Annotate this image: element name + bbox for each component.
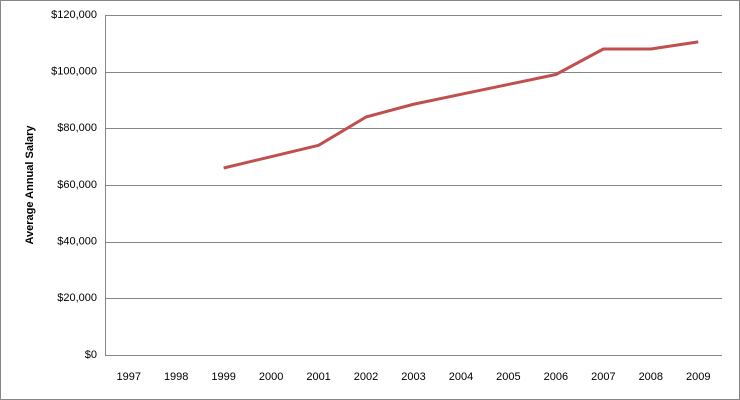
x-tick-label: 2001 (306, 371, 330, 383)
x-tick-label: 2008 (639, 371, 663, 383)
x-tick-label: 2005 (496, 371, 520, 383)
x-tick-label: 2006 (544, 371, 568, 383)
x-tick-label: 2000 (259, 371, 283, 383)
y-tick-label: $40,000 (57, 236, 97, 248)
x-tick-label: 2007 (591, 371, 615, 383)
y-tick-label: $80,000 (57, 122, 97, 134)
x-tick-label: 1998 (164, 371, 188, 383)
x-tick-label: 2004 (449, 371, 473, 383)
y-tick-label: $0 (85, 349, 97, 361)
x-tick-label: 1997 (116, 371, 140, 383)
y-tick-label: $20,000 (57, 292, 97, 304)
y-tick-label: $100,000 (51, 66, 97, 78)
x-tick-label: 2009 (686, 371, 710, 383)
x-tick-label: 2003 (401, 371, 425, 383)
y-tick-label: $120,000 (51, 9, 97, 21)
x-tick-label: 2002 (354, 371, 378, 383)
data-line (223, 40, 699, 170)
y-axis-label: Average Annual Salary (24, 125, 36, 245)
x-tick-label: 1999 (211, 371, 235, 383)
y-tick-label: $60,000 (57, 179, 97, 191)
